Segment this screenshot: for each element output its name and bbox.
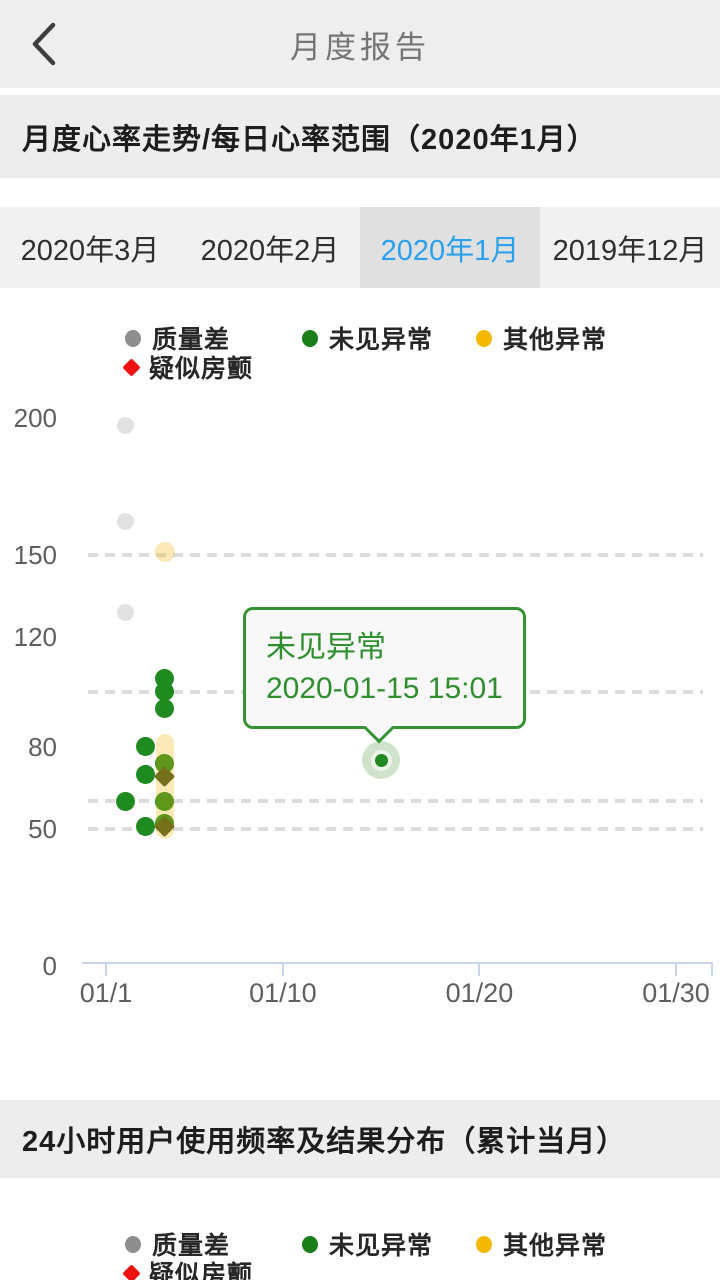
- highlighted-data-point[interactable]: [362, 741, 401, 780]
- legend-label: 质量差: [152, 1232, 231, 1260]
- data-point[interactable]: [116, 791, 136, 811]
- chevron-left-icon: [32, 22, 56, 66]
- tab-2020-02[interactable]: 2020年2月: [200, 234, 340, 267]
- app-header: 月度报告: [0, 0, 720, 88]
- data-point[interactable]: [117, 603, 135, 621]
- legend-item-afib[interactable]: 疑似房颤: [122, 354, 253, 383]
- x-axis-label: 01/30: [642, 978, 710, 1008]
- section-heart-rate-band: 月度心率走势/每日心率范围（2020年1月）: [0, 95, 720, 178]
- tooltip: 未见异常 2020-01-15 15:01: [243, 607, 526, 744]
- tab-2019-12[interactable]: 2019年12月: [552, 234, 708, 267]
- legend-label: 其他异常: [503, 326, 608, 354]
- data-point[interactable]: [155, 753, 175, 773]
- legend-item-other-abnormal[interactable]: 其他异常: [476, 1231, 607, 1260]
- data-point[interactable]: [135, 764, 155, 784]
- gridline-150: [88, 552, 703, 557]
- x-axis-tick: [478, 963, 481, 976]
- legend-item-normal[interactable]: 未见异常: [302, 1231, 433, 1260]
- legend-label: 质量差: [152, 326, 231, 354]
- legend-label: 疑似房颤: [149, 1261, 254, 1280]
- legend-label: 未见异常: [329, 326, 434, 354]
- normal-dot-icon: [302, 1235, 318, 1253]
- afib-diamond-icon: [122, 1263, 141, 1280]
- legend-item-afib[interactable]: 疑似房颤: [122, 1260, 253, 1280]
- normal-dot-icon: [302, 329, 318, 347]
- legend-label: 未见异常: [329, 1232, 434, 1260]
- legend-item-other-abnormal[interactable]: 其他异常: [476, 325, 607, 354]
- gridline-60: [88, 799, 703, 804]
- data-point[interactable]: [117, 417, 135, 435]
- y-axis-label: 200: [13, 402, 57, 433]
- y-axis-label: 50: [28, 813, 57, 844]
- other-abnormal-dot-icon: [476, 329, 492, 347]
- y-axis-label: 150: [13, 539, 57, 570]
- legend-item-poor-quality[interactable]: 质量差: [125, 325, 230, 354]
- data-point[interactable]: [155, 682, 175, 702]
- section-usage-band: 24小时用户使用频率及结果分布（累计当月）: [0, 1100, 720, 1178]
- x-axis-label: 01/10: [249, 978, 317, 1008]
- month-tabs: 2020年3月 2020年2月 2020年1月 2019年12月: [0, 207, 720, 288]
- tab-2020-01[interactable]: 2020年1月: [360, 207, 540, 288]
- data-point[interactable]: [155, 791, 175, 811]
- x-axis-line: [82, 962, 713, 964]
- other-abnormal-dot-icon: [476, 1235, 492, 1253]
- x-axis-label: 01/1: [79, 978, 133, 1008]
- y-axis-label: 0: [42, 951, 57, 981]
- poor-quality-dot-icon: [125, 1235, 141, 1253]
- tab-2020-03[interactable]: 2020年3月: [20, 234, 160, 267]
- back-button[interactable]: [18, 14, 70, 74]
- section-usage-title: 24小时用户使用频率及结果分布（累计当月）: [22, 1126, 627, 1158]
- data-point: [370, 749, 392, 771]
- x-axis-label: 01/20: [445, 978, 514, 1008]
- section-heart-rate-title: 月度心率走势/每日心率范围（2020年1月）: [22, 123, 597, 156]
- legend-label: 其他异常: [503, 1232, 608, 1260]
- y-axis-label: 80: [28, 731, 57, 762]
- gridline-50: [88, 826, 703, 831]
- chart-legend: 质量差 未见异常 其他异常 疑似房颤: [0, 325, 720, 387]
- poor-quality-dot-icon: [125, 329, 141, 347]
- x-axis-tick: [281, 963, 284, 976]
- data-point[interactable]: [155, 698, 175, 718]
- x-axis-tick: [674, 963, 677, 976]
- page-title: 月度报告: [290, 29, 430, 65]
- data-point[interactable]: [117, 513, 135, 531]
- tooltip-result: 未见异常: [266, 631, 386, 664]
- data-point[interactable]: [154, 541, 175, 562]
- data-point[interactable]: [135, 737, 155, 757]
- usage-chart-legend: 质量差 未见异常 其他异常 疑似房颤: [0, 1231, 720, 1280]
- tooltip-datetime: 2020-01-15 15:01: [266, 672, 503, 705]
- legend-item-poor-quality[interactable]: 质量差: [125, 1231, 230, 1260]
- x-axis-end-tick: [711, 963, 713, 976]
- x-axis-tick: [105, 963, 107, 976]
- y-axis-label: 120: [13, 621, 57, 652]
- data-point[interactable]: [135, 816, 155, 836]
- legend-item-normal[interactable]: 未见异常: [302, 325, 433, 354]
- legend-label: 疑似房颤: [149, 355, 254, 383]
